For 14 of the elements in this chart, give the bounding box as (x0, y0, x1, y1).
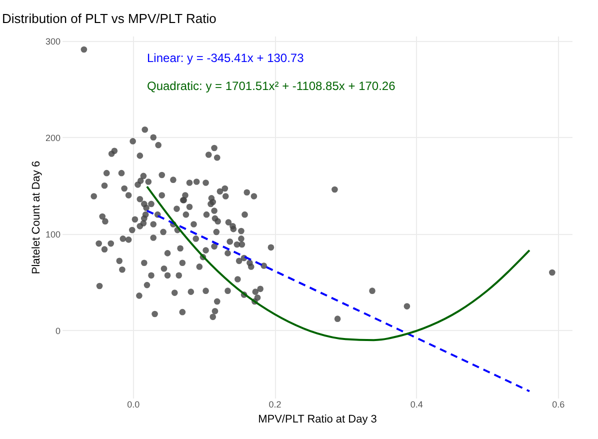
annotation: Quadratic: y = 1701.51x² + -1108.85x + 170.26 (147, 79, 396, 93)
chart-title: Distribution of PLT vs MPV/PLT Ratio (2, 11, 216, 26)
x-axis-title: MPV/PLT Ratio at Day 3 (258, 414, 377, 426)
line-series (146, 186, 530, 342)
x-tick-label: 0.0 (127, 400, 140, 410)
x-tick-label: 0.6 (552, 400, 565, 410)
y-tick-label: 300 (45, 36, 60, 46)
y-tick-label: 200 (45, 132, 60, 143)
y-axis-title: Platelet Count at Day 6 (30, 160, 42, 274)
x-tick-label: 0.4 (410, 400, 423, 410)
annotation: Linear: y = -345.41x + 130.73 (147, 51, 304, 65)
y-tick-label: 100 (45, 229, 60, 240)
y-tick-label: 0 (55, 326, 60, 336)
x-tick-label: 0.2 (268, 400, 282, 410)
